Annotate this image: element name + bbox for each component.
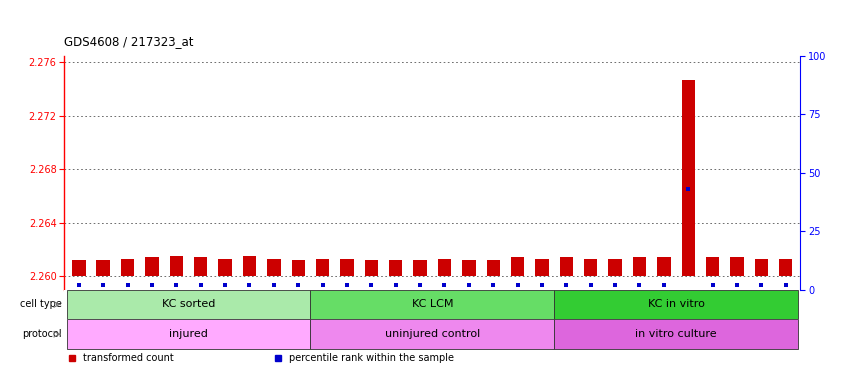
Text: transformed count: transformed count bbox=[82, 353, 174, 363]
Bar bbox=[311, 319, 554, 349]
Point bbox=[169, 282, 183, 288]
Bar bbox=[657, 258, 670, 276]
Bar bbox=[681, 80, 695, 276]
Point bbox=[730, 282, 744, 288]
Bar bbox=[554, 319, 798, 349]
Bar bbox=[609, 259, 621, 276]
Point bbox=[340, 282, 354, 288]
Text: injured: injured bbox=[169, 329, 208, 339]
Bar bbox=[462, 260, 476, 276]
Point bbox=[316, 282, 330, 288]
Point bbox=[97, 282, 110, 288]
Bar bbox=[779, 259, 793, 276]
Text: uninjured control: uninjured control bbox=[384, 329, 480, 339]
Bar bbox=[560, 258, 573, 276]
Point bbox=[633, 282, 646, 288]
Bar bbox=[389, 260, 402, 276]
Bar bbox=[584, 259, 597, 276]
Point bbox=[462, 282, 476, 288]
Point bbox=[437, 282, 451, 288]
Bar bbox=[267, 259, 281, 276]
Bar bbox=[340, 259, 354, 276]
Point bbox=[72, 282, 86, 288]
Point bbox=[218, 282, 232, 288]
Point bbox=[291, 282, 305, 288]
Point bbox=[121, 282, 134, 288]
Text: protocol: protocol bbox=[22, 329, 62, 339]
Bar bbox=[67, 290, 311, 319]
Bar bbox=[554, 290, 798, 319]
Bar bbox=[437, 259, 451, 276]
Bar bbox=[121, 259, 134, 276]
Bar bbox=[311, 290, 554, 319]
Point bbox=[705, 282, 719, 288]
Bar bbox=[194, 258, 207, 276]
Bar bbox=[97, 260, 110, 276]
Bar bbox=[706, 258, 719, 276]
Point bbox=[242, 282, 256, 288]
Point bbox=[486, 282, 500, 288]
Text: GDS4608 / 217323_at: GDS4608 / 217323_at bbox=[64, 35, 193, 48]
Point bbox=[413, 282, 427, 288]
Point bbox=[779, 282, 793, 288]
Text: KC sorted: KC sorted bbox=[162, 300, 215, 310]
Text: cell type: cell type bbox=[21, 300, 62, 310]
Bar bbox=[67, 319, 311, 349]
Text: in vitro culture: in vitro culture bbox=[635, 329, 716, 339]
Text: percentile rank within the sample: percentile rank within the sample bbox=[288, 353, 454, 363]
Point bbox=[511, 282, 525, 288]
Point bbox=[365, 282, 378, 288]
Bar bbox=[146, 258, 158, 276]
Bar bbox=[292, 260, 305, 276]
Bar bbox=[316, 259, 330, 276]
Bar bbox=[72, 260, 86, 276]
Text: KC LCM: KC LCM bbox=[412, 300, 453, 310]
Point bbox=[193, 282, 207, 288]
Bar bbox=[730, 258, 744, 276]
Bar bbox=[511, 258, 524, 276]
Point bbox=[609, 282, 622, 288]
Bar bbox=[755, 259, 768, 276]
Bar bbox=[169, 256, 183, 276]
Point bbox=[267, 282, 281, 288]
Point bbox=[389, 282, 402, 288]
Point bbox=[681, 186, 695, 192]
Bar bbox=[535, 259, 549, 276]
Point bbox=[146, 282, 159, 288]
Bar bbox=[365, 260, 378, 276]
Bar bbox=[243, 256, 256, 276]
Point bbox=[657, 282, 671, 288]
Bar bbox=[413, 260, 427, 276]
Bar bbox=[218, 259, 232, 276]
Text: KC in vitro: KC in vitro bbox=[648, 300, 704, 310]
Bar bbox=[633, 258, 646, 276]
Point bbox=[584, 282, 597, 288]
Point bbox=[560, 282, 574, 288]
Bar bbox=[486, 260, 500, 276]
Point bbox=[535, 282, 549, 288]
Point bbox=[754, 282, 768, 288]
